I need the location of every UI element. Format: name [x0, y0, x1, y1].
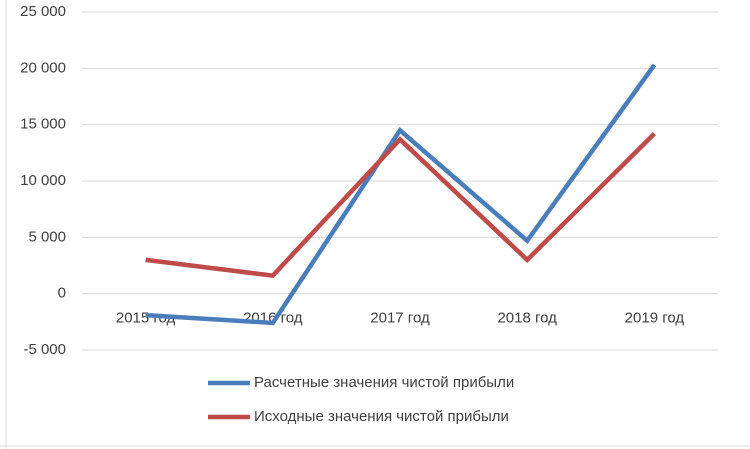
y-tick-label: 20 000	[20, 59, 66, 76]
x-tick-label: 2017 год	[370, 310, 430, 327]
y-tick-label: 5 000	[28, 228, 66, 245]
series-line	[145, 63, 657, 326]
legend-label: Исходные значения чистой прибыли	[254, 408, 509, 425]
y-tick-label: 10 000	[20, 172, 66, 189]
y-tick-label: 0	[58, 285, 66, 302]
y-tick-label: -5 000	[23, 341, 66, 358]
y-tick-label: 25 000	[20, 3, 66, 20]
x-tick-label: 2018 год	[497, 310, 557, 327]
x-tick-label: 2019 год	[625, 310, 685, 327]
series-line	[145, 132, 656, 279]
y-tick-label: 15 000	[20, 116, 66, 133]
legend-label: Расчетные значения чистой прибыли	[254, 374, 514, 391]
